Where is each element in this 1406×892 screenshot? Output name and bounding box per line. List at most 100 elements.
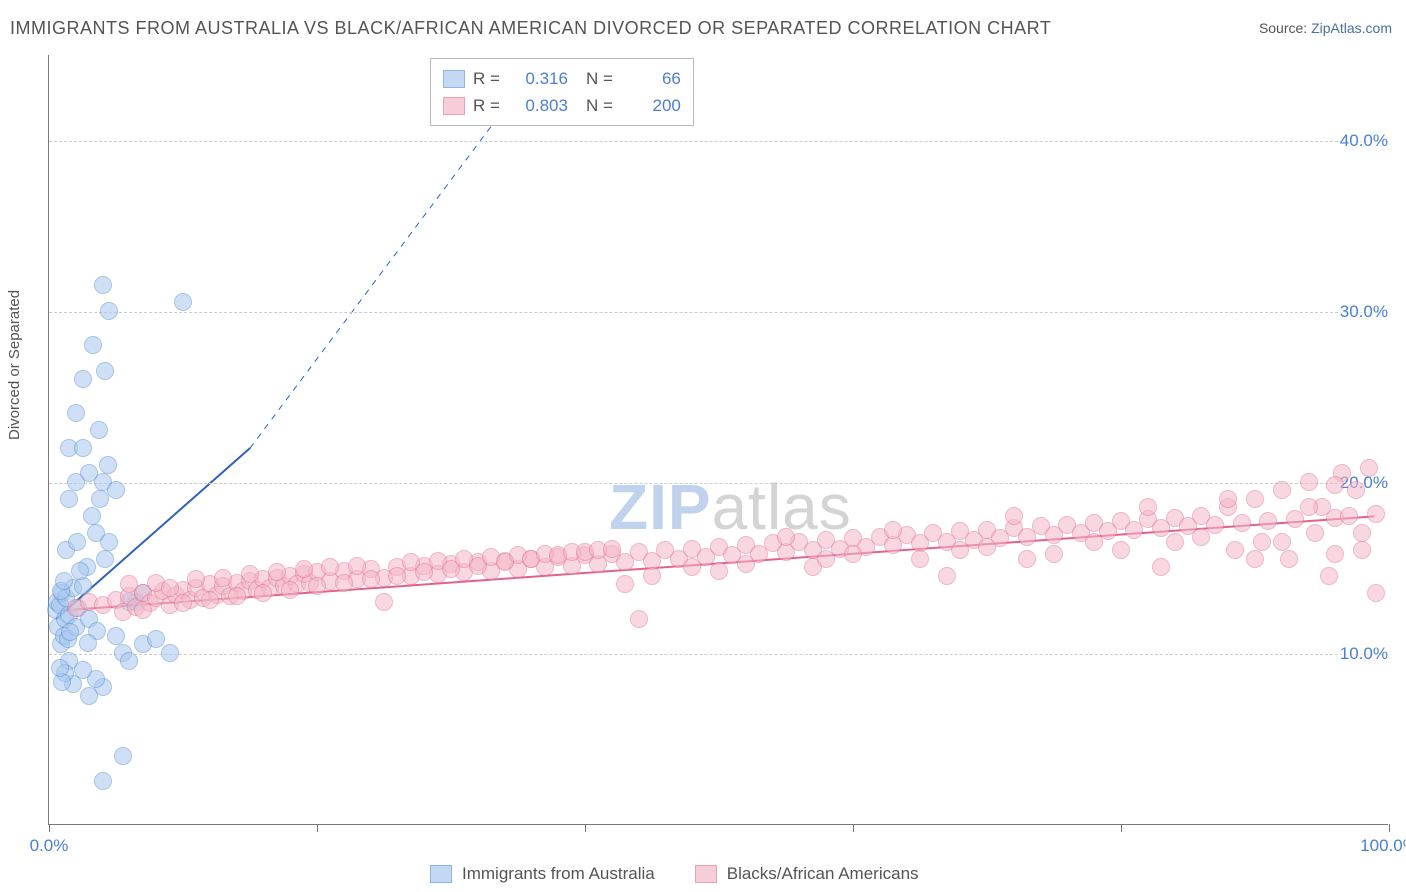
data-point-black [670,550,688,568]
data-point-black [790,533,808,551]
data-point-black [362,560,380,578]
data-point-black [536,558,554,576]
data-point-black [1018,550,1036,568]
data-point-black [844,529,862,547]
watermark: ZIPatlas [609,470,852,544]
data-point-black [375,593,393,611]
legend-item-australia: Immigrants from Australia [430,864,655,884]
data-point-australia [120,593,138,611]
data-point-black [1280,550,1298,568]
data-point-black [201,575,219,593]
data-point-black [1340,507,1358,525]
x-tick [317,824,318,832]
x-tick [585,824,586,832]
data-point-black [234,582,252,600]
data-point-australia [90,421,108,439]
data-point-australia [94,276,112,294]
data-point-black [1320,567,1338,585]
data-point-black [214,569,232,587]
data-point-black [563,557,581,575]
data-point-black [643,567,661,585]
data-point-australia [114,747,132,765]
y-axis-label: Divorced or Separated [6,290,23,440]
data-point-black [482,548,500,566]
data-point-black [496,552,514,570]
data-point-black [496,553,514,571]
data-point-black [898,526,916,544]
data-point-australia [100,533,118,551]
data-point-black [683,558,701,576]
data-point-australia [51,659,69,677]
data-point-black [737,555,755,573]
data-point-black [1246,490,1264,508]
data-point-australia [67,404,85,422]
data-point-black [576,543,594,561]
data-point-black [683,540,701,558]
source-link[interactable]: ZipAtlas.com [1311,20,1392,36]
data-point-black [80,593,98,611]
data-point-black [576,546,594,564]
data-point-australia [64,579,82,597]
data-point-black [1152,558,1170,576]
data-point-black [1367,584,1385,602]
data-point-black [1018,528,1036,546]
data-point-australia [134,584,152,602]
data-point-black [281,581,299,599]
data-point-black [288,575,306,593]
data-point-australia [94,678,112,696]
data-point-black [630,610,648,628]
data-point-black [710,562,728,580]
data-point-australia [80,610,98,628]
data-point-black [114,603,132,621]
data-point-black [275,577,293,595]
data-point-black [228,574,246,592]
data-point-black [308,563,326,581]
x-tick-label: 0.0% [30,836,69,856]
data-point-black [415,563,433,581]
data-point-australia [47,601,65,619]
data-point-black [1259,512,1277,530]
data-point-black [161,596,179,614]
data-point-black [1246,550,1264,568]
data-point-black [1353,524,1371,542]
data-point-black [295,565,313,583]
data-point-black [589,555,607,573]
data-point-black [174,581,192,599]
data-point-black [308,577,326,595]
data-point-black [455,550,473,568]
data-point-australia [48,593,66,611]
data-point-australia [96,362,114,380]
data-point-black [844,545,862,563]
x-tick [1389,824,1390,832]
y-tick-label: 40.0% [1338,131,1390,151]
series-legend: Immigrants from AustraliaBlacks/African … [430,864,919,884]
data-point-black [1085,514,1103,532]
data-point-black [723,546,741,564]
data-point-black [268,569,286,587]
n-value: 66 [621,65,681,92]
data-point-black [1233,514,1251,532]
data-point-black [616,553,634,571]
data-point-black [214,577,232,595]
data-point-black [321,558,339,576]
data-point-australia [74,661,92,679]
data-point-black [750,545,768,563]
data-point-australia [79,634,97,652]
data-point-australia [71,562,89,580]
gridline [49,312,1388,313]
data-point-black [469,557,487,575]
data-point-australia [57,589,75,607]
data-point-black [1253,533,1271,551]
data-point-australia [80,687,98,705]
data-point-black [1226,541,1244,559]
data-point-black [375,569,393,587]
y-tick-label: 10.0% [1338,644,1390,664]
data-point-black [402,567,420,585]
data-point-black [295,560,313,578]
data-point-black [764,534,782,552]
data-point-australia [60,606,78,624]
data-point-black [1179,517,1197,535]
data-point-australia [96,550,114,568]
data-point-australia [56,664,74,682]
gridline [49,654,1388,655]
